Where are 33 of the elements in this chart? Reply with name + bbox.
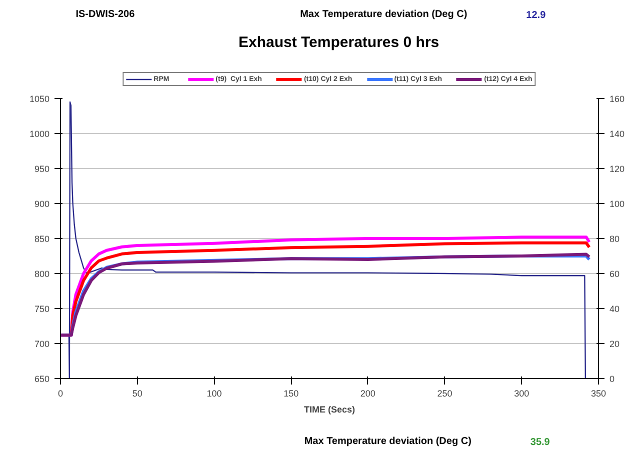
y-tick-label: 750 <box>34 304 50 314</box>
y-tick-label: 650 <box>34 374 50 384</box>
y2-tick-label: 80 <box>610 234 620 244</box>
y2-tick-label: 100 <box>610 199 625 209</box>
x-tick-label: 100 <box>206 388 222 398</box>
y2-tick-label: 20 <box>610 339 620 349</box>
y-tick-label: 1000 <box>29 129 50 139</box>
y2-tick-label: 160 <box>610 94 625 104</box>
y2-tick-label: 0 <box>610 374 615 384</box>
y-tick-label: 850 <box>34 234 50 244</box>
x-tick-label: 350 <box>590 388 606 398</box>
text: IS-DWIS-206 <box>76 9 136 20</box>
y2-tick-label: 120 <box>610 164 625 174</box>
y-tick-label: 900 <box>34 199 50 209</box>
y2-tick-label: 40 <box>610 304 620 314</box>
text: 35.9 <box>530 437 550 448</box>
x-tick-label: 200 <box>360 388 376 398</box>
y2-tick-label: 140 <box>610 129 625 139</box>
y-tick-label: 700 <box>34 339 50 349</box>
chart-title: Exhaust Temperatures 0 hrs <box>238 34 440 51</box>
text: 12.9 <box>526 10 546 21</box>
x-tick-label: 250 <box>437 388 452 398</box>
text: Max Temperature deviation (Deg C) <box>304 436 472 447</box>
x-axis-title: TIME (Secs) <box>304 404 356 414</box>
x-tick-label: 50 <box>132 388 142 398</box>
y2-tick-label: 60 <box>610 269 620 279</box>
y-tick-label: 950 <box>34 164 50 174</box>
y-tick-label: 1050 <box>29 94 50 104</box>
x-tick-label: 300 <box>514 388 530 398</box>
y-tick-label: 800 <box>34 269 50 279</box>
x-tick-label: 0 <box>58 388 64 398</box>
text: Max Temperature deviation (Deg C) <box>300 9 468 20</box>
x-tick-label: 150 <box>284 388 299 398</box>
